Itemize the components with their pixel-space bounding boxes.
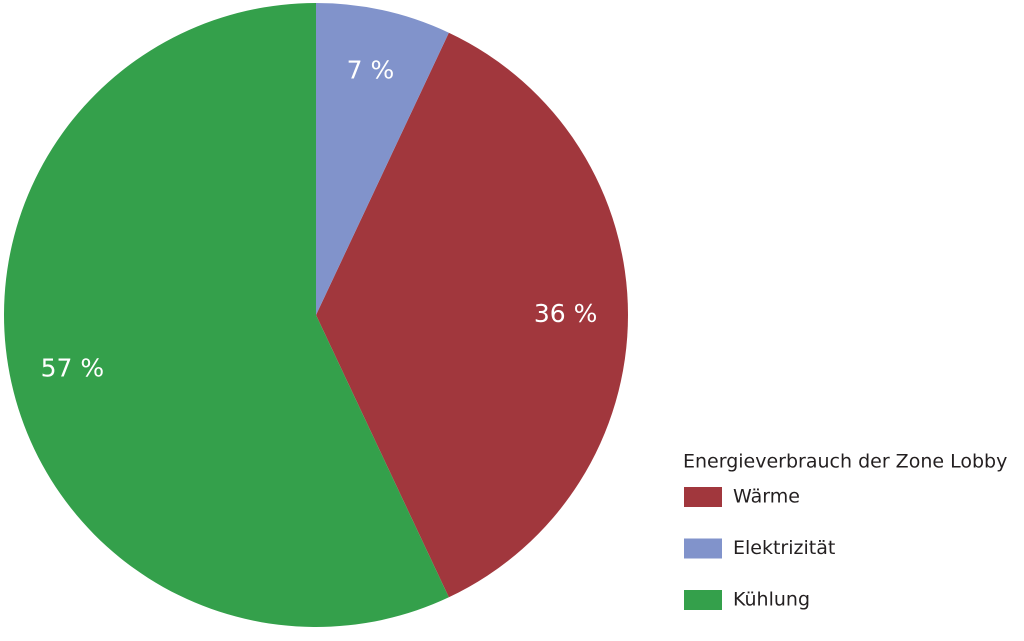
value-label: 57 % <box>41 353 105 382</box>
pie-slice <box>316 32 628 598</box>
pie: 36 % 7 % 57 % <box>3 3 628 628</box>
legend-label: Wärme <box>733 486 800 508</box>
pie-slice <box>3 3 449 628</box>
value-label: 7 % <box>347 55 395 84</box>
value-label: 36 % <box>534 299 598 328</box>
legend-label: Kühlung <box>733 589 810 611</box>
legend-swatch <box>684 590 722 610</box>
legend-title: Energieverbrauch der Zone Lobby <box>683 451 1007 473</box>
legend-swatch <box>684 538 722 559</box>
legend-label: Elektrizität <box>733 537 835 559</box>
pie-slice <box>316 3 449 315</box>
legend-swatch <box>684 487 722 507</box>
legend: Energieverbrauch der Zone Lobby Wärme Ele… <box>683 451 1007 611</box>
